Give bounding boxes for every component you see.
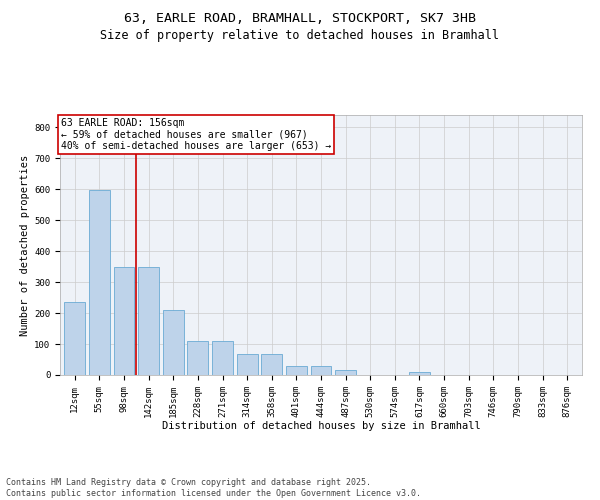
Text: Contains HM Land Registry data © Crown copyright and database right 2025.
Contai: Contains HM Land Registry data © Crown c… [6,478,421,498]
Text: 63, EARLE ROAD, BRAMHALL, STOCKPORT, SK7 3HB: 63, EARLE ROAD, BRAMHALL, STOCKPORT, SK7… [124,12,476,26]
Bar [236,354,257,375]
Text: 63 EARLE ROAD: 156sqm
← 59% of detached houses are smaller (967)
40% of semi-det: 63 EARLE ROAD: 156sqm ← 59% of detached … [61,118,331,151]
Bar [89,190,110,375]
Bar [335,370,356,375]
Bar [311,366,331,375]
Y-axis label: Number of detached properties: Number of detached properties [20,154,30,336]
Bar [261,354,282,375]
Text: Size of property relative to detached houses in Bramhall: Size of property relative to detached ho… [101,29,499,42]
Bar [409,372,430,375]
Bar [64,302,85,375]
Bar [113,266,134,375]
Bar [212,341,233,375]
Bar [138,266,159,375]
Bar [163,310,184,375]
Bar [187,341,208,375]
X-axis label: Distribution of detached houses by size in Bramhall: Distribution of detached houses by size … [161,421,481,431]
Bar [286,366,307,375]
